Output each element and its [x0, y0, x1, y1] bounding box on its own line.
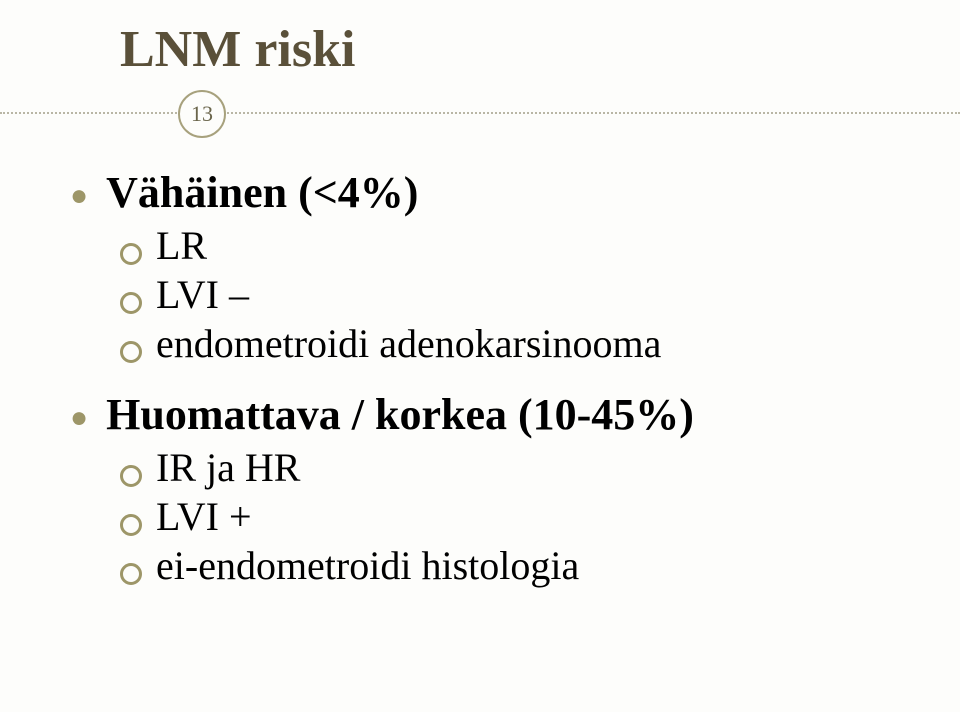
ring-bullet-icon — [120, 465, 142, 487]
title-divider-row: 13 — [60, 87, 920, 137]
sub-bullet-text: LVI – — [156, 271, 249, 318]
ring-bullet-icon — [120, 563, 142, 585]
sub-bullet: LVI – — [120, 271, 920, 318]
sub-bullet: LR — [120, 222, 920, 269]
bullet-top: ● Vähäinen (<4%) — [70, 167, 920, 218]
dotted-divider — [0, 112, 960, 114]
ring-bullet-icon — [120, 514, 142, 536]
sub-list: IR ja HR LVI + ei-endometroidi histologi… — [120, 444, 920, 589]
sub-list: LR LVI – endometroidi adenokarsinooma — [120, 222, 920, 367]
ring-bullet-icon — [120, 292, 142, 314]
sub-bullet-text: endometroidi adenokarsinooma — [156, 320, 661, 367]
sub-bullet-text: IR ja HR — [156, 444, 300, 491]
disc-bullet-icon: ● — [70, 403, 88, 433]
sub-bullet: IR ja HR — [120, 444, 920, 491]
group-heading: Vähäinen (<4%) — [106, 167, 418, 218]
bullet-top: ● Huomattava / korkea (10-45%) — [70, 389, 920, 440]
slide-title: LNM riski — [120, 20, 920, 79]
disc-bullet-icon: ● — [70, 181, 88, 211]
ring-bullet-icon — [120, 341, 142, 363]
page-number: 13 — [191, 101, 213, 127]
sub-bullet: endometroidi adenokarsinooma — [120, 320, 920, 367]
sub-bullet-text: LVI + — [156, 493, 252, 540]
ring-bullet-icon — [120, 243, 142, 265]
content-area: ● Vähäinen (<4%) LR LVI – endometroidi a… — [70, 167, 920, 589]
sub-bullet-text: LR — [156, 222, 207, 269]
slide: LNM riski 13 ● Vähäinen (<4%) LR LVI – e… — [0, 0, 960, 712]
sub-bullet: LVI + — [120, 493, 920, 540]
sub-bullet-text: ei-endometroidi histologia — [156, 542, 579, 589]
sub-bullet: ei-endometroidi histologia — [120, 542, 920, 589]
group-heading: Huomattava / korkea (10-45%) — [106, 389, 694, 440]
page-number-badge: 13 — [178, 90, 226, 138]
